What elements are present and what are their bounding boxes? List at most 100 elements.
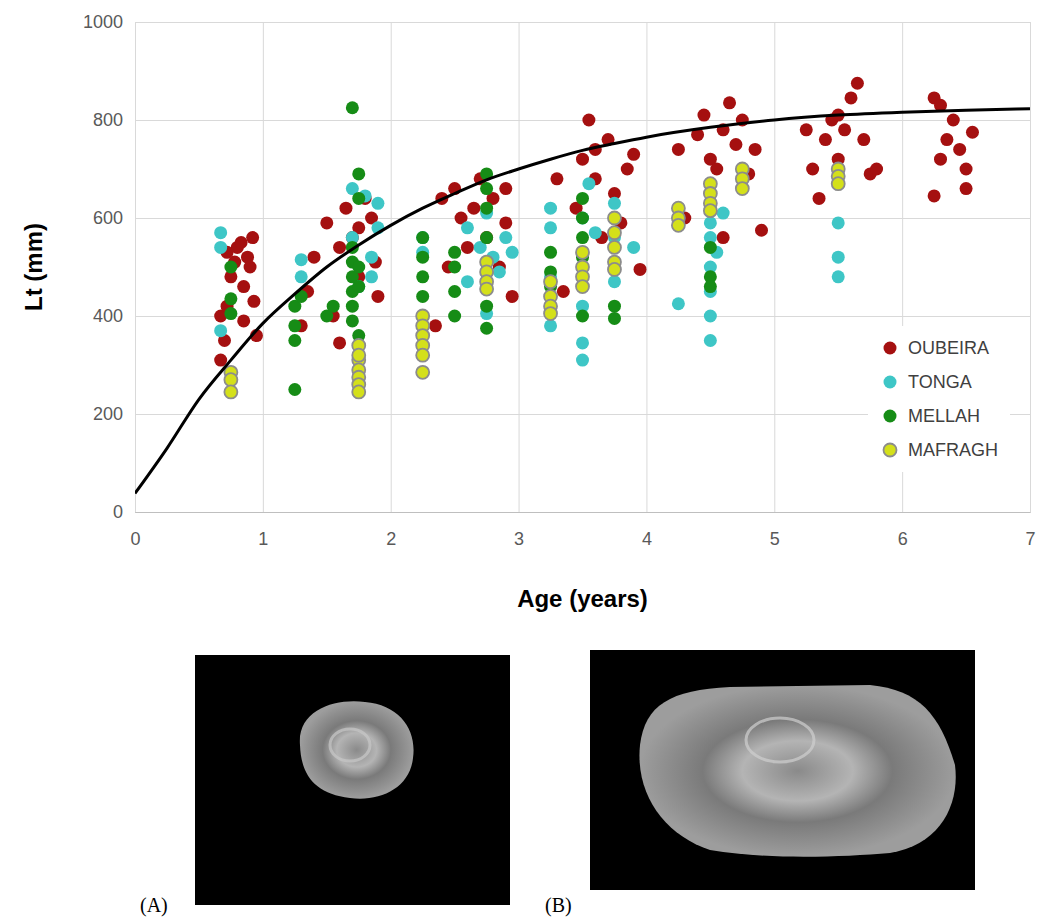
- x-tick-label: 2: [386, 529, 396, 549]
- point: [544, 307, 557, 320]
- point: [544, 275, 557, 288]
- point: [237, 280, 250, 293]
- legend-item: OUBEIRA: [884, 338, 990, 358]
- point: [480, 182, 493, 195]
- otolith-core: [746, 718, 814, 762]
- point: [224, 373, 237, 386]
- point: [429, 319, 442, 332]
- series-points: [224, 163, 844, 399]
- point: [247, 295, 260, 308]
- point: [838, 123, 851, 136]
- point: [461, 275, 474, 288]
- point: [576, 280, 589, 293]
- point: [608, 226, 621, 239]
- point: [467, 202, 480, 215]
- point: [544, 202, 557, 215]
- x-grid-line: [263, 22, 264, 512]
- plot-marks: [135, 77, 1030, 494]
- point: [320, 216, 333, 229]
- point: [352, 385, 365, 398]
- point: [339, 202, 352, 215]
- otolith-image: [195, 655, 510, 905]
- x-tick-label: 4: [642, 529, 652, 549]
- point: [934, 153, 947, 166]
- point: [704, 216, 717, 229]
- series-points: [214, 177, 845, 366]
- series-points: [214, 77, 979, 367]
- point: [608, 312, 621, 325]
- x-axis: 01234567: [130, 22, 1035, 549]
- otolith-image: [590, 650, 975, 890]
- point: [346, 101, 359, 114]
- point: [576, 310, 589, 323]
- y-tick: 400: [93, 306, 1030, 326]
- point: [544, 319, 557, 332]
- point: [870, 163, 883, 176]
- point: [621, 163, 634, 176]
- point: [352, 261, 365, 274]
- point: [832, 251, 845, 264]
- point: [480, 322, 493, 335]
- x-tick: 5: [770, 22, 780, 549]
- point: [576, 153, 589, 166]
- point: [352, 349, 365, 362]
- point: [800, 123, 813, 136]
- point: [480, 283, 493, 296]
- x-tick: 1: [258, 22, 268, 549]
- point: [352, 280, 365, 293]
- point: [365, 270, 378, 283]
- point: [704, 204, 717, 217]
- point: [214, 324, 227, 337]
- point: [608, 241, 621, 254]
- image-label: (B): [545, 894, 572, 917]
- point: [672, 297, 685, 310]
- y-axis-title: Lt (mm): [20, 223, 47, 311]
- point: [295, 253, 308, 266]
- point: [576, 231, 589, 244]
- point: [806, 163, 819, 176]
- x-tick-label: 5: [770, 529, 780, 549]
- point: [608, 300, 621, 313]
- point: [544, 246, 557, 259]
- point: [845, 91, 858, 104]
- point: [246, 231, 259, 244]
- image-background: [590, 650, 975, 890]
- point: [832, 177, 845, 190]
- point: [729, 138, 742, 151]
- point: [704, 334, 717, 347]
- point: [576, 246, 589, 259]
- point: [704, 310, 717, 323]
- y-tick-label: 0: [113, 502, 123, 522]
- point: [224, 261, 237, 274]
- point: [960, 182, 973, 195]
- point: [480, 202, 493, 215]
- y-tick-label: 800: [93, 110, 123, 130]
- point: [288, 334, 301, 347]
- growth-curve: [135, 109, 1030, 494]
- point: [672, 143, 685, 156]
- point: [960, 163, 973, 176]
- point: [813, 192, 826, 205]
- point: [224, 385, 237, 398]
- x-tick-label: 6: [898, 529, 908, 549]
- x-tick: 3: [514, 22, 524, 549]
- x-grid-line: [774, 22, 775, 512]
- x-grid-line: [519, 22, 520, 512]
- point: [953, 143, 966, 156]
- point: [506, 246, 519, 259]
- point: [557, 285, 570, 298]
- point: [506, 290, 519, 303]
- legend-item: TONGA: [884, 372, 972, 392]
- point: [448, 246, 461, 259]
- point: [608, 275, 621, 288]
- chart-svg: 0200400600800100001234567Age (years)Lt (…: [0, 0, 1041, 924]
- otolith-shape: [300, 701, 414, 798]
- point: [416, 251, 429, 264]
- point: [576, 354, 589, 367]
- point: [582, 114, 595, 127]
- point: [608, 263, 621, 276]
- point: [717, 207, 730, 220]
- point: [244, 261, 257, 274]
- point: [371, 290, 384, 303]
- legend-label: MAFRAGH: [908, 440, 998, 460]
